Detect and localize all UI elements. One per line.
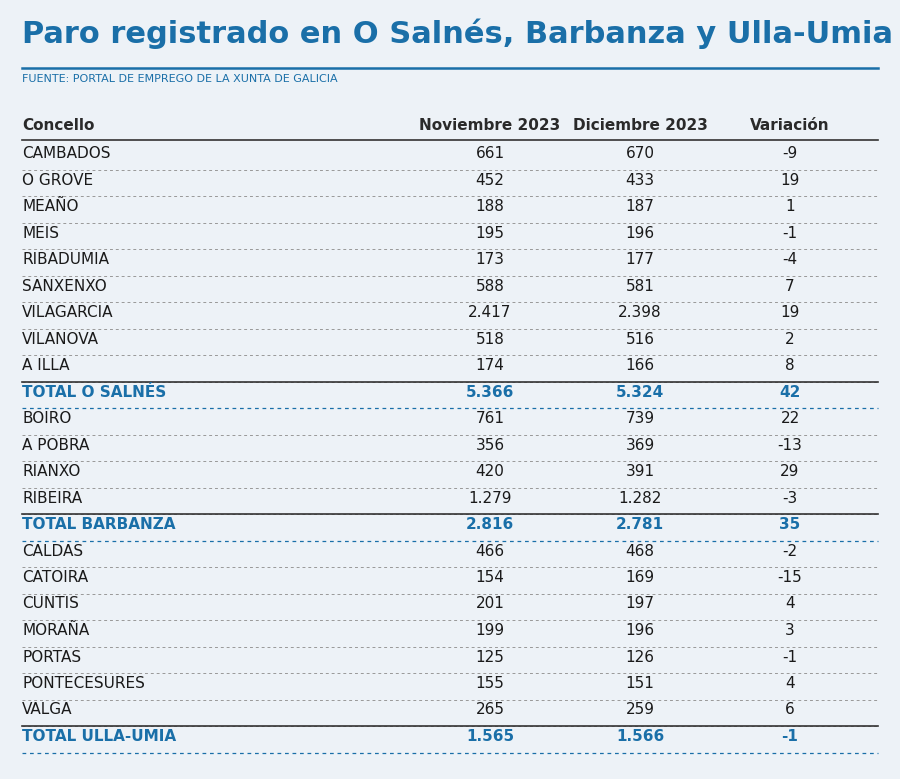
- Text: 2.781: 2.781: [616, 517, 664, 532]
- Text: Paro registrado en O Salnés, Barbanza y Ulla-Umia: Paro registrado en O Salnés, Barbanza y …: [22, 18, 893, 48]
- Text: 516: 516: [626, 332, 654, 347]
- Text: -2: -2: [782, 544, 797, 559]
- Text: 4: 4: [785, 597, 795, 612]
- Text: 125: 125: [475, 650, 504, 664]
- Text: 1: 1: [785, 199, 795, 214]
- Text: 433: 433: [626, 172, 654, 188]
- Text: 201: 201: [475, 597, 504, 612]
- Text: 173: 173: [475, 252, 505, 267]
- Text: Concello: Concello: [22, 118, 94, 133]
- Text: 2.417: 2.417: [468, 305, 512, 320]
- Text: Noviembre 2023: Noviembre 2023: [419, 118, 561, 133]
- Text: 196: 196: [626, 623, 654, 638]
- Text: TOTAL O SALNÉS: TOTAL O SALNÉS: [22, 385, 166, 400]
- Text: 3: 3: [785, 623, 795, 638]
- Text: 581: 581: [626, 279, 654, 294]
- Text: 466: 466: [475, 544, 505, 559]
- Text: O GROVE: O GROVE: [22, 172, 93, 188]
- Text: 588: 588: [475, 279, 504, 294]
- Text: -1: -1: [782, 650, 797, 664]
- Text: 188: 188: [475, 199, 504, 214]
- Text: 670: 670: [626, 146, 654, 161]
- Text: RIANXO: RIANXO: [22, 464, 80, 479]
- Text: -4: -4: [782, 252, 797, 267]
- Text: 259: 259: [626, 703, 654, 717]
- Text: -15: -15: [778, 570, 803, 585]
- Text: 166: 166: [626, 358, 654, 373]
- Text: 29: 29: [780, 464, 800, 479]
- Text: PONTECESURES: PONTECESURES: [22, 676, 145, 691]
- Text: VILANOVA: VILANOVA: [22, 332, 99, 347]
- Text: Diciembre 2023: Diciembre 2023: [572, 118, 707, 133]
- Text: 391: 391: [626, 464, 654, 479]
- Text: 1.566: 1.566: [616, 729, 664, 744]
- Text: 151: 151: [626, 676, 654, 691]
- Text: FUENTE: PORTAL DE EMPREGO DE LA XUNTA DE GALICIA: FUENTE: PORTAL DE EMPREGO DE LA XUNTA DE…: [22, 74, 338, 84]
- Text: PORTAS: PORTAS: [22, 650, 81, 664]
- Text: BOIRO: BOIRO: [22, 411, 71, 426]
- Text: VALGA: VALGA: [22, 703, 73, 717]
- Text: -13: -13: [778, 438, 803, 453]
- Text: 739: 739: [626, 411, 654, 426]
- Text: RIBADUMIA: RIBADUMIA: [22, 252, 109, 267]
- Text: -9: -9: [782, 146, 797, 161]
- Text: MEAÑO: MEAÑO: [22, 199, 78, 214]
- Text: 35: 35: [779, 517, 801, 532]
- Text: 195: 195: [475, 225, 505, 241]
- Text: 4: 4: [785, 676, 795, 691]
- Text: Variación: Variación: [751, 118, 830, 133]
- Text: 2.816: 2.816: [466, 517, 514, 532]
- Text: 5.324: 5.324: [616, 385, 664, 400]
- Text: -3: -3: [782, 491, 797, 506]
- Text: MEIS: MEIS: [22, 225, 59, 241]
- Text: A ILLA: A ILLA: [22, 358, 69, 373]
- Text: VILAGARCIA: VILAGARCIA: [22, 305, 113, 320]
- Text: 518: 518: [475, 332, 504, 347]
- Text: 177: 177: [626, 252, 654, 267]
- Text: 155: 155: [475, 676, 504, 691]
- Text: 169: 169: [626, 570, 654, 585]
- Text: RIBEIRA: RIBEIRA: [22, 491, 82, 506]
- Text: 19: 19: [780, 172, 800, 188]
- Text: 5.366: 5.366: [466, 385, 514, 400]
- Text: 761: 761: [475, 411, 505, 426]
- Text: 2: 2: [785, 332, 795, 347]
- Text: 42: 42: [779, 385, 801, 400]
- Text: 468: 468: [626, 544, 654, 559]
- Text: 8: 8: [785, 358, 795, 373]
- Text: 420: 420: [475, 464, 504, 479]
- Text: 196: 196: [626, 225, 654, 241]
- Text: 197: 197: [626, 597, 654, 612]
- Text: SANXENXO: SANXENXO: [22, 279, 107, 294]
- Text: 22: 22: [780, 411, 799, 426]
- Text: 1.282: 1.282: [618, 491, 662, 506]
- Text: 369: 369: [626, 438, 654, 453]
- Text: CATOIRA: CATOIRA: [22, 570, 88, 585]
- Text: 2.398: 2.398: [618, 305, 662, 320]
- Text: 265: 265: [475, 703, 505, 717]
- Text: 1.279: 1.279: [468, 491, 512, 506]
- Text: 661: 661: [475, 146, 505, 161]
- Text: 154: 154: [475, 570, 504, 585]
- Text: 199: 199: [475, 623, 505, 638]
- Text: 174: 174: [475, 358, 504, 373]
- Text: 1.565: 1.565: [466, 729, 514, 744]
- Text: TOTAL ULLA-UMIA: TOTAL ULLA-UMIA: [22, 729, 176, 744]
- Text: -1: -1: [782, 225, 797, 241]
- Text: CAMBADOS: CAMBADOS: [22, 146, 111, 161]
- Text: 126: 126: [626, 650, 654, 664]
- Text: 6: 6: [785, 703, 795, 717]
- Text: CUNTIS: CUNTIS: [22, 597, 79, 612]
- Text: 19: 19: [780, 305, 800, 320]
- Text: 7: 7: [785, 279, 795, 294]
- Text: 452: 452: [475, 172, 504, 188]
- Text: -1: -1: [781, 729, 798, 744]
- Text: TOTAL BARBANZA: TOTAL BARBANZA: [22, 517, 176, 532]
- Text: 356: 356: [475, 438, 505, 453]
- Text: CALDAS: CALDAS: [22, 544, 83, 559]
- Text: 187: 187: [626, 199, 654, 214]
- Text: MORAÑA: MORAÑA: [22, 623, 89, 638]
- Text: A POBRA: A POBRA: [22, 438, 89, 453]
